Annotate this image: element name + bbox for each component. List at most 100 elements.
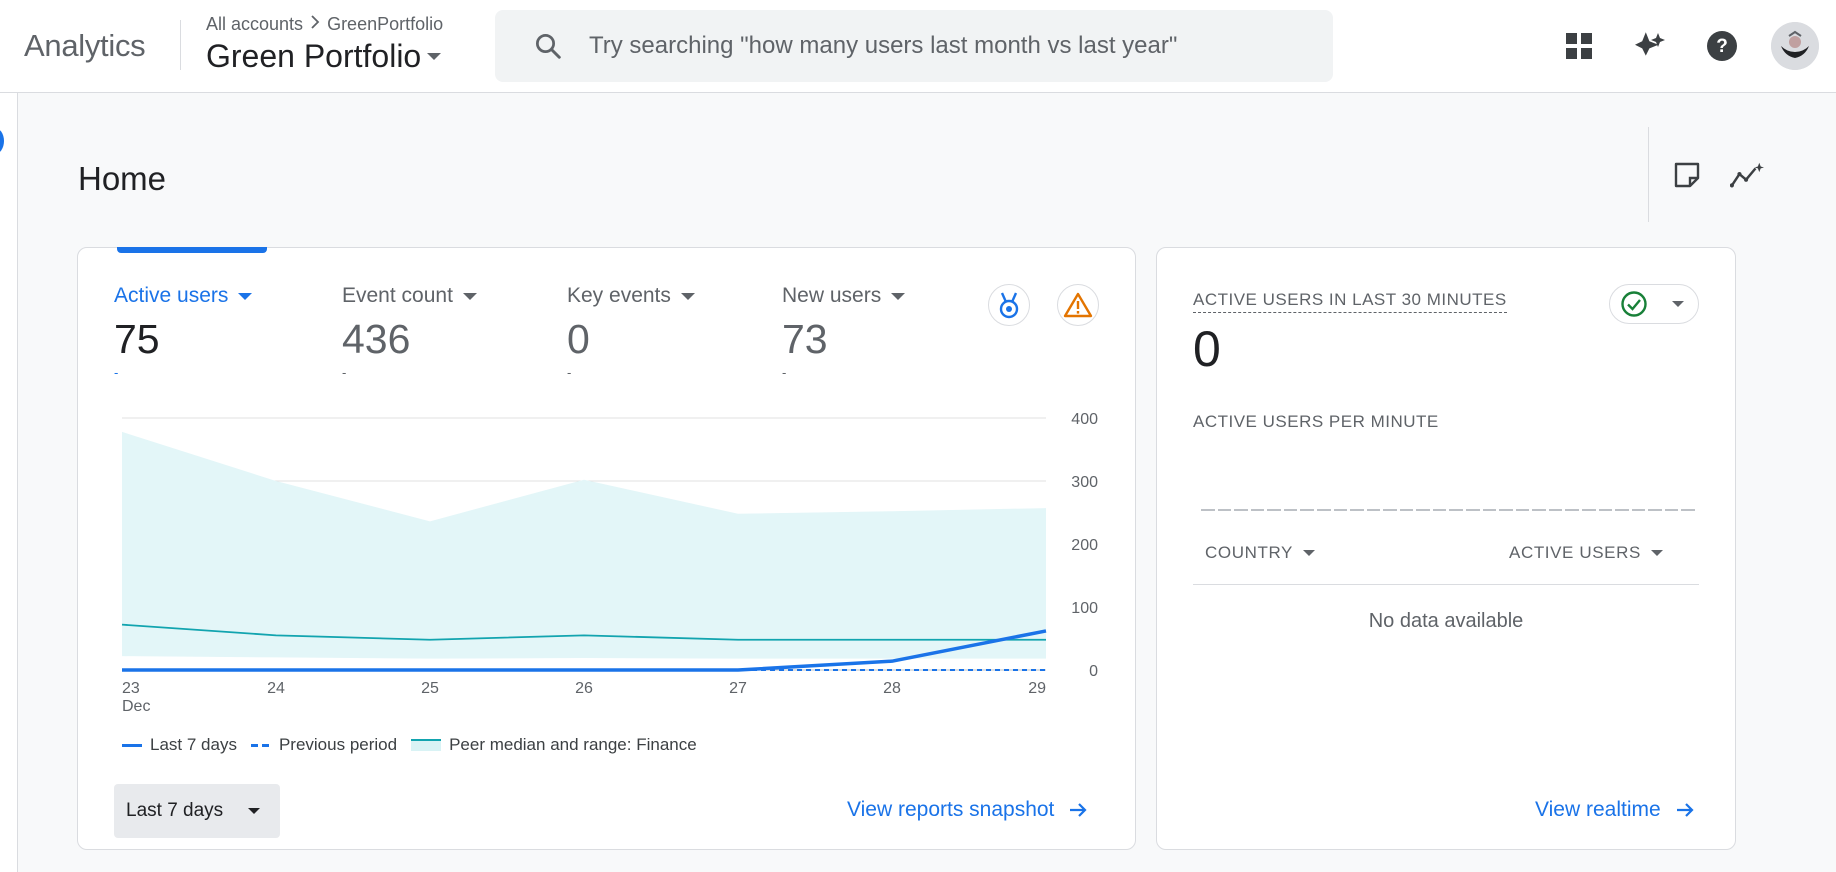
note-icon[interactable]: [1670, 158, 1704, 192]
realtime-card: ACTIVE USERS IN LAST 30 MINUTES 0 ACTIVE…: [1156, 247, 1736, 850]
caret-down-icon: [248, 808, 260, 814]
minute-bar: [1515, 509, 1530, 511]
empty-state: No data available: [1368, 610, 1524, 632]
minute-bar: [1631, 509, 1646, 511]
divider: [180, 20, 181, 70]
breadcrumb[interactable]: All accounts GreenPortfolio: [206, 14, 443, 35]
minute-bar: [1234, 509, 1248, 511]
metric-event-count[interactable]: Event count 436 -: [342, 284, 477, 380]
x-tick-label: 29: [1028, 680, 1046, 697]
minute-bar: [1333, 509, 1348, 511]
minute-bar: [1499, 509, 1513, 511]
sparkle-icon[interactable]: [1632, 28, 1668, 64]
peer-range-band: [122, 431, 1046, 659]
y-tick-label: 0: [1089, 663, 1098, 680]
table-divider: [1193, 584, 1699, 585]
minute-bar: [1681, 509, 1695, 511]
minute-bar: [1581, 509, 1596, 511]
svg-text:?: ?: [1716, 36, 1728, 57]
metric-active-users[interactable]: Active users 75 -: [114, 284, 253, 380]
metric-label[interactable]: Active users: [114, 284, 253, 308]
minute-bar: [1416, 509, 1430, 511]
metric-new-users[interactable]: New users 73 -: [782, 284, 906, 380]
caret-down-icon: [238, 292, 253, 300]
insights-icon[interactable]: [1730, 158, 1764, 192]
caret-down-icon: [1672, 301, 1684, 307]
caret-down-icon: [891, 292, 906, 300]
realtime-status-dropdown[interactable]: [1609, 284, 1699, 324]
view-realtime-link[interactable]: View realtime: [1535, 798, 1695, 822]
breadcrumb-all-accounts[interactable]: All accounts: [206, 14, 304, 34]
top-bar: Analytics All accounts GreenPortfolio Gr…: [0, 0, 1836, 93]
minute-bar: [1201, 509, 1215, 511]
minute-bar: [1383, 509, 1397, 511]
legend-peer[interactable]: Peer median and range: Finance: [411, 735, 697, 755]
metric-delta: -: [782, 365, 787, 380]
breadcrumb-account[interactable]: GreenPortfolio: [327, 14, 444, 34]
column-active-users[interactable]: ACTIVE USERS: [1509, 543, 1663, 563]
minute-bar: [1598, 509, 1613, 511]
nav-indicator[interactable]: [0, 128, 4, 154]
apps-grid-icon[interactable]: [1561, 28, 1597, 64]
divider: [1648, 127, 1649, 222]
x-tick-label: 23: [122, 680, 140, 697]
page-title: Home: [78, 160, 167, 197]
legend-previous-period[interactable]: Previous period: [250, 735, 397, 755]
search-icon: [536, 34, 561, 59]
x-tick-label: 26: [575, 680, 593, 697]
metric-label[interactable]: Key events: [567, 284, 695, 308]
metric-value: 0: [567, 316, 590, 362]
minute-bar: [1482, 509, 1497, 511]
metric-value: 75: [114, 316, 160, 362]
realtime-title[interactable]: ACTIVE USERS IN LAST 30 MINUTES: [1193, 290, 1507, 313]
column-country[interactable]: COUNTRY: [1205, 543, 1315, 563]
app-title[interactable]: Analytics: [24, 28, 146, 63]
avatar[interactable]: [1771, 22, 1819, 70]
minute-bar: [1548, 509, 1563, 511]
caret-down-icon: [1650, 550, 1663, 556]
date-range-dropdown[interactable]: Last 7 days: [114, 784, 280, 838]
help-icon[interactable]: ?: [1704, 28, 1740, 64]
x-tick-label: 27: [729, 680, 747, 697]
benchmark-badge-icon[interactable]: [988, 284, 1030, 326]
property-selector[interactable]: Green Portfolio: [206, 38, 442, 75]
metric-delta: -: [114, 365, 119, 380]
metric-value: 436: [342, 316, 411, 362]
per-minute-title: ACTIVE USERS PER MINUTE: [1193, 412, 1439, 431]
minute-bar: [1615, 509, 1629, 511]
chevron-right-icon: [309, 14, 321, 35]
metric-delta: -: [567, 365, 572, 380]
minute-bar: [1250, 509, 1265, 511]
arrow-right-icon: [1676, 803, 1694, 817]
metric-key-events[interactable]: Key events 0 -: [567, 284, 695, 380]
minute-bar: [1399, 509, 1414, 511]
legend-last-7-days[interactable]: Last 7 days: [122, 735, 237, 755]
arrow-right-icon: [1070, 803, 1087, 817]
last-7-days-line: [122, 629, 1047, 672]
view-reports-snapshot-link[interactable]: View reports snapshot: [847, 798, 1088, 822]
metric-delta: -: [342, 365, 347, 380]
caret-down-icon: [1302, 550, 1315, 556]
minute-bar: [1267, 509, 1281, 511]
active-tab-indicator: [117, 247, 267, 253]
metrics-card: Active users 75 - Event count 436 - Key …: [77, 247, 1136, 850]
active-users-chart: 23 24 25 26 27 28 29 Dec 400 300 200 100 0: [121, 411, 1098, 715]
search-bar[interactable]: [495, 10, 1333, 82]
per-minute-bars: [1201, 509, 1695, 511]
y-tick-label: 300: [1071, 474, 1098, 491]
minute-bar: [1532, 509, 1546, 511]
property-name: Green Portfolio: [206, 38, 422, 74]
metric-label[interactable]: Event count: [342, 284, 477, 308]
check-circle-icon: [1621, 291, 1647, 317]
y-tick-label: 100: [1071, 600, 1098, 617]
minute-bar: [1350, 509, 1364, 511]
metric-label[interactable]: New users: [782, 284, 906, 308]
x-tick-label: 25: [421, 680, 439, 697]
minute-bar: [1664, 509, 1679, 511]
left-rail: [0, 93, 18, 872]
warning-icon[interactable]: [1057, 284, 1099, 326]
search-input[interactable]: [589, 32, 1309, 60]
minute-bar: [1565, 509, 1579, 511]
chart-legend: Last 7 days Previous period Peer median …: [122, 735, 697, 755]
x-tick-label: 24: [267, 680, 285, 697]
